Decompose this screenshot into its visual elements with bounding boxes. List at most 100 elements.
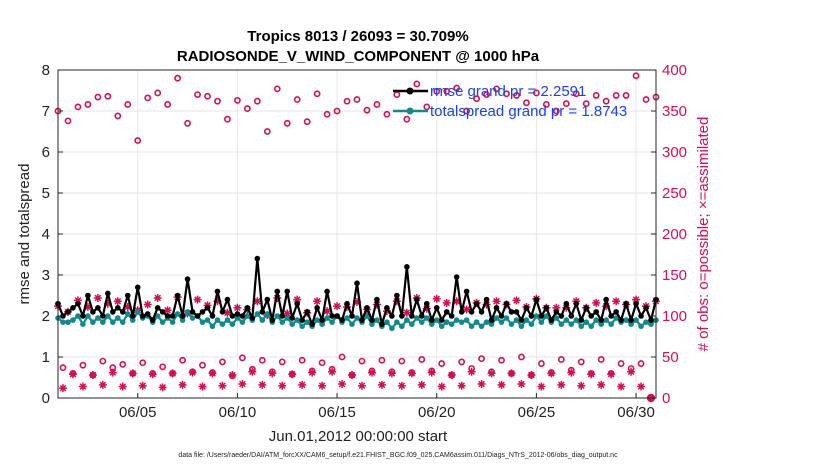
totalspread-point (578, 323, 585, 330)
obs-assimilated-marker (402, 308, 411, 317)
rmse-point (344, 300, 350, 307)
rmse-point (443, 309, 450, 315)
obs-assimilated-marker (228, 371, 237, 380)
obs-possible-marker (318, 359, 326, 367)
rmse-point (115, 305, 121, 311)
obs-assimilated-marker (387, 369, 396, 378)
obs-assimilated-marker (118, 382, 127, 391)
totalspread-point (329, 319, 335, 325)
totalspread-point (100, 319, 106, 325)
rmse-point (493, 305, 500, 311)
x-axis-ticks: 06/05 06/10 06/15 06/20 06/25 06/30 (119, 393, 655, 421)
totalspread-point (169, 319, 176, 325)
obs-possible-marker (597, 356, 605, 363)
obs-possible-marker (602, 97, 610, 105)
rmse-point (224, 296, 231, 303)
rmse-point (214, 288, 221, 295)
obs-possible-marker (174, 74, 181, 82)
series-rmse (55, 255, 659, 328)
obs-assimilated-marker (367, 368, 376, 377)
obs-possible-marker (124, 101, 132, 108)
totalspread-point (204, 317, 211, 323)
totalspread-point (498, 319, 505, 325)
rmse-point (149, 317, 156, 323)
obs-assimilated-marker (178, 380, 187, 389)
obs-possible-marker (513, 92, 520, 99)
obs-possible-marker (184, 119, 191, 127)
obs-assimilated-marker (537, 382, 546, 391)
obs-possible-marker (493, 85, 500, 93)
rmse-point (274, 288, 281, 295)
series-layer (54, 72, 660, 403)
totalspread-point (65, 319, 71, 325)
obs-possible-marker (293, 96, 301, 103)
totalspread-point (70, 317, 76, 323)
legend-rmse-marker (406, 87, 414, 95)
rmse-point (299, 317, 305, 323)
obs-assimilated-marker (323, 307, 332, 316)
obs-assimilated-marker (422, 304, 431, 313)
totalspread-point (458, 319, 465, 325)
rmse-point (209, 313, 216, 319)
rmse-point (528, 313, 535, 319)
rmse-point (139, 313, 146, 319)
obs-possible-marker (533, 89, 540, 97)
right-tick-label: 300 (662, 144, 687, 161)
series-obs-assimilated-18z (68, 367, 636, 380)
rmse-point (95, 305, 101, 311)
totalspread-point (115, 315, 121, 321)
totalspread-point (349, 321, 355, 328)
obs-assimilated-marker (557, 380, 566, 389)
left-tick-label: 2 (42, 308, 50, 325)
obs-assimilated-marker (93, 293, 102, 302)
totalspread-point (234, 315, 241, 321)
right-tick-label: 350 (662, 103, 687, 120)
rmse-point (194, 313, 201, 319)
series-obs-possible-00z (54, 72, 660, 144)
obs-assimilated-marker (392, 297, 401, 306)
obs-assimilated-marker (208, 369, 217, 378)
obs-possible-marker (637, 360, 645, 367)
rmse-point (598, 317, 604, 323)
rmse-point (129, 313, 136, 319)
rmse-point (593, 309, 599, 315)
obs-assimilated-marker (98, 380, 107, 389)
totalspread-point (438, 323, 445, 330)
obs-assimilated-marker (328, 367, 337, 376)
rmse-point (319, 317, 325, 323)
obs-possible-marker (139, 359, 147, 367)
obs-assimilated-marker (333, 302, 342, 311)
rmse-point (533, 296, 540, 303)
rmse-point (304, 309, 310, 315)
obs-assimilated-marker (432, 294, 441, 303)
rmse-point (643, 305, 649, 311)
obs-assimilated-marker (248, 367, 257, 376)
totalspread-point (344, 315, 350, 321)
rmse-point (523, 305, 530, 311)
rmse-point (423, 300, 430, 307)
rmse-point (334, 313, 340, 319)
obs-possible-marker (59, 364, 67, 372)
obs-possible-marker (154, 89, 162, 97)
rmse-point (478, 309, 485, 315)
rmse-point (618, 317, 624, 323)
totalspread-point (623, 317, 629, 323)
x-tick-label: 06/05 (119, 404, 157, 421)
totalspread-point (493, 315, 500, 321)
obs-assimilated-marker (313, 297, 322, 306)
obs-possible-marker (503, 90, 510, 98)
totalspread-point (423, 315, 430, 321)
x-tick-label: 06/25 (518, 404, 556, 421)
totalspread-point (219, 321, 226, 328)
totalspread-point (608, 321, 614, 328)
rmse-point (259, 309, 266, 315)
rmse-point (199, 309, 206, 315)
totalspread-point (90, 319, 96, 325)
obs-possible-marker (119, 360, 127, 368)
rmse-point (483, 296, 490, 303)
rmse-point (453, 274, 460, 280)
rmse-point (369, 317, 375, 323)
obs-assimilated-marker (482, 300, 491, 309)
legend-totalspread-marker (406, 107, 414, 115)
obs-assimilated-marker (353, 298, 361, 307)
